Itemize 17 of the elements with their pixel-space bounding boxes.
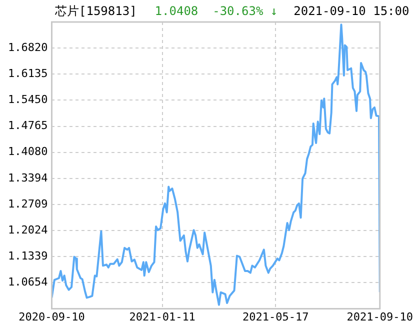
x-tick-label: 2021-05-17 <box>242 310 309 324</box>
x-tick-label: 2020-09-10 <box>18 310 85 324</box>
text: 2021-09-10 15:00 <box>294 4 410 18</box>
x-tick-label: 2021-01-11 <box>129 310 196 324</box>
y-tick-label: 1.5450 <box>8 93 48 106</box>
y-tick-label: 1.1339 <box>8 250 48 263</box>
y-tick-label: 1.4765 <box>8 119 48 132</box>
y-tick-label: 1.4080 <box>8 145 48 158</box>
y-tick-label: 1.6135 <box>8 67 48 80</box>
chart-title: 芯片[159813] <box>55 4 137 18</box>
chart-subtitle: 1.0408 -30.63% ↓ <box>154 4 278 18</box>
y-tick-label: 1.0654 <box>8 276 48 289</box>
y-tick-label: 1.2709 <box>8 197 48 210</box>
x-tick-label: 2021-09-10 <box>346 310 414 324</box>
y-tick-label: 1.3394 <box>8 171 48 184</box>
y-tick-label: 1.2024 <box>8 223 48 236</box>
y-tick-label: 1.6820 <box>8 40 48 54</box>
